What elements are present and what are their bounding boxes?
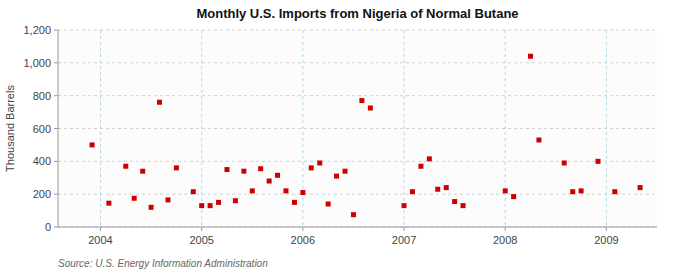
point: [511, 194, 516, 199]
point: [174, 165, 179, 170]
grid-line: [58, 30, 657, 31]
grid-line: [606, 30, 607, 227]
grid-line: [100, 30, 101, 227]
tick-label: 1,000: [23, 57, 51, 69]
grid-line: [58, 161, 657, 162]
point: [402, 203, 407, 208]
tick-mark: [505, 227, 506, 231]
point: [208, 203, 213, 208]
tick-label: 2005: [189, 234, 213, 246]
tick-mark: [54, 62, 58, 63]
point: [149, 205, 154, 210]
point: [427, 156, 432, 161]
tick-mark: [54, 227, 58, 228]
chart: 0 200 400 600 800 1,000 1,200 2004 2005 2006 2007 2…: [0, 0, 675, 275]
point: [351, 212, 356, 217]
point: [292, 200, 297, 205]
point: [579, 188, 584, 193]
tick-mark: [54, 95, 58, 96]
point: [503, 188, 508, 193]
point: [343, 169, 348, 174]
plot-area: [58, 30, 657, 227]
point: [224, 167, 229, 172]
tick-label: 1,200: [23, 24, 51, 36]
source-note: Source: U.S. Energy Information Administ…: [58, 258, 268, 269]
tick-label: 2009: [594, 234, 618, 246]
grid-line: [404, 30, 405, 227]
y-axis-line: [58, 30, 59, 227]
point: [90, 142, 95, 147]
point: [106, 201, 111, 206]
grid-line: [302, 30, 303, 227]
point: [410, 189, 415, 194]
tick-label: 2008: [493, 234, 517, 246]
point: [435, 187, 440, 192]
point: [452, 199, 457, 204]
point: [267, 179, 272, 184]
point: [638, 185, 643, 190]
tick-mark: [54, 161, 58, 162]
tick-mark: [606, 227, 607, 231]
point: [562, 160, 567, 165]
tick-mark: [404, 227, 405, 231]
grid-line: [58, 95, 657, 96]
point: [283, 188, 288, 193]
point: [461, 203, 466, 208]
point: [157, 100, 162, 105]
tick-label: 2007: [392, 234, 416, 246]
tick-mark: [54, 30, 58, 31]
point: [528, 54, 533, 59]
point: [317, 160, 322, 165]
point: [140, 169, 145, 174]
point: [199, 203, 204, 208]
tick-mark: [54, 194, 58, 195]
point: [418, 164, 423, 169]
point: [536, 137, 541, 142]
title: Monthly U.S. Imports from Nigeria of Nor…: [196, 6, 518, 21]
point: [165, 197, 170, 202]
tick-mark: [100, 227, 101, 231]
point: [275, 173, 280, 178]
tick-mark: [302, 227, 303, 231]
tick-mark: [54, 128, 58, 129]
point: [359, 98, 364, 103]
point: [216, 200, 221, 205]
grid-line: [201, 30, 202, 227]
point: [123, 164, 128, 169]
grid-line: [58, 227, 657, 228]
point: [233, 198, 238, 203]
point: [334, 174, 339, 179]
point: [612, 189, 617, 194]
point: [250, 188, 255, 193]
points: [90, 54, 643, 217]
point: [191, 189, 196, 194]
grid-line: [58, 128, 657, 129]
grid-line: [58, 194, 657, 195]
tick-label: 200: [33, 188, 51, 200]
y-axis-label: Thousand Barrels: [4, 85, 16, 172]
grid-line: [58, 62, 657, 63]
tick-mark: [201, 227, 202, 231]
x-axis-line: [58, 227, 657, 228]
point: [300, 190, 305, 195]
grid-line: [505, 30, 506, 227]
tick-label: 2004: [88, 234, 112, 246]
point: [258, 166, 263, 171]
tick-label: 800: [33, 90, 51, 102]
point: [309, 165, 314, 170]
tick-label: 0: [45, 221, 51, 233]
point: [444, 185, 449, 190]
point: [596, 159, 601, 164]
point: [368, 105, 373, 110]
point: [570, 189, 575, 194]
tick-label: 400: [33, 155, 51, 167]
point: [132, 196, 137, 201]
tick-label: 2006: [291, 234, 315, 246]
point: [241, 169, 246, 174]
point: [326, 202, 331, 207]
tick-label: 600: [33, 123, 51, 135]
